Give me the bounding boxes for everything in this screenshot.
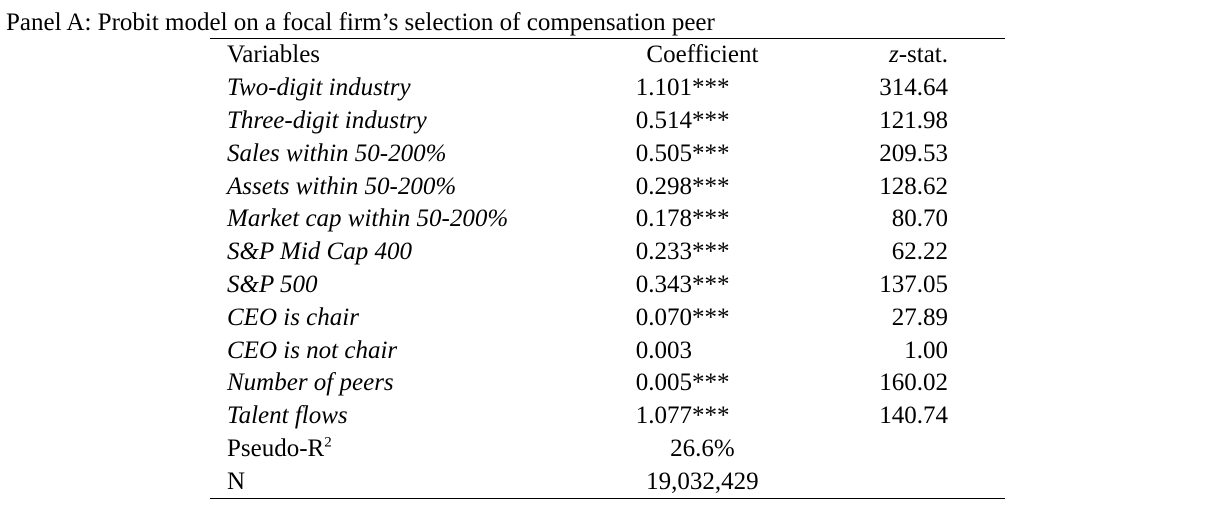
table-row: Number of peers 0.005*** 160.02 (210, 367, 1005, 400)
pseudo-r2-label: Pseudo-R2 (210, 433, 612, 466)
coefficient-value: 0.505*** (635, 139, 730, 167)
variable-name: Three-digit industry (227, 106, 427, 134)
zstat-value: 160.02 (879, 369, 948, 397)
header-zstat: z-stat. (793, 39, 1005, 72)
zstat-value: 62.22 (891, 238, 948, 266)
table-row: S&P Mid Cap 400 0.233*** 62.22 (210, 236, 1005, 269)
coefficient-value: 1.077*** (635, 402, 730, 430)
coefficient-value: 0.178*** (635, 205, 730, 233)
zstat-value: 121.98 (879, 106, 948, 134)
zstat-value: 1.00 (904, 336, 948, 364)
table-row: Sales within 50-200% 0.505*** 209.53 (210, 137, 1005, 170)
zstat-value: 140.74 (879, 402, 948, 430)
table-row: Two-digit industry 1.101*** 314.64 (210, 72, 1005, 105)
variable-name: Sales within 50-200% (227, 139, 447, 167)
table-row: Talent flows 1.077*** 140.74 (210, 400, 1005, 433)
table-row: Three-digit industry 0.514*** 121.98 (210, 105, 1005, 138)
variable-name: S&P 500 (227, 270, 318, 298)
n-zstat-empty (793, 465, 1005, 498)
table-row: CEO is chair 0.070*** 27.89 (210, 301, 1005, 334)
coefficient-value: 1.101*** (635, 74, 730, 102)
coefficient-value: 0.005*** (635, 369, 730, 397)
panel-title: Panel A: Probit model on a focal firm’s … (6, 9, 715, 36)
header-coefficient: Coefficient (646, 41, 759, 69)
coefficient-value: 0.514*** (635, 106, 730, 134)
variable-name: Two-digit industry (227, 74, 411, 102)
header-zstat-suffix: -stat. (898, 41, 948, 69)
variable-name: S&P Mid Cap 400 (227, 238, 412, 266)
table-row: CEO is not chair 0.003 1.00 (210, 334, 1005, 367)
coefficient-value: 0.003 (635, 336, 692, 364)
pseudo-r2-zstat-empty (793, 433, 1005, 466)
coefficient-value: 0.298*** (635, 172, 730, 200)
coefficient-value: 0.343*** (635, 270, 730, 298)
zstat-value: 137.05 (879, 270, 948, 298)
zstat-value: 209.53 (879, 139, 948, 167)
variable-name: Assets within 50-200% (227, 172, 457, 200)
coefficient-value: 0.233*** (635, 238, 730, 266)
pseudo-r2-row: Pseudo-R2 26.6% (210, 433, 1005, 466)
table-header-row: Variables Coefficient z-stat. (210, 38, 1005, 72)
pseudo-r2-label-text: Pseudo-R (227, 434, 325, 462)
coefficient-value: 0.070*** (635, 303, 730, 331)
zstat-value: 27.89 (891, 303, 948, 331)
zstat-value: 314.64 (879, 74, 948, 102)
table-row: Assets within 50-200% 0.298*** 128.62 (210, 170, 1005, 203)
variable-name: Market cap within 50-200% (227, 205, 509, 233)
zstat-value: 128.62 (879, 172, 948, 200)
zstat-value: 80.70 (891, 205, 948, 233)
header-variables: Variables (227, 41, 321, 69)
variable-name: CEO is chair (227, 303, 359, 331)
header-zstat-z: z (888, 41, 899, 69)
pseudo-r2-value: 26.6% (670, 434, 735, 462)
table-row: Market cap within 50-200% 0.178*** 80.70 (210, 203, 1005, 236)
variable-name: CEO is not chair (227, 336, 398, 364)
variable-name: Talent flows (227, 402, 348, 430)
n-row: N 19,032,429 (210, 465, 1005, 499)
n-label: N (227, 467, 246, 495)
table-row: S&P 500 0.343*** 137.05 (210, 269, 1005, 302)
pseudo-r2-superscript: 2 (324, 434, 332, 451)
variable-name: Number of peers (227, 369, 394, 397)
probit-results-table: Variables Coefficient z-stat. Two-digit … (210, 38, 1005, 499)
n-value: 19,032,429 (646, 467, 759, 495)
